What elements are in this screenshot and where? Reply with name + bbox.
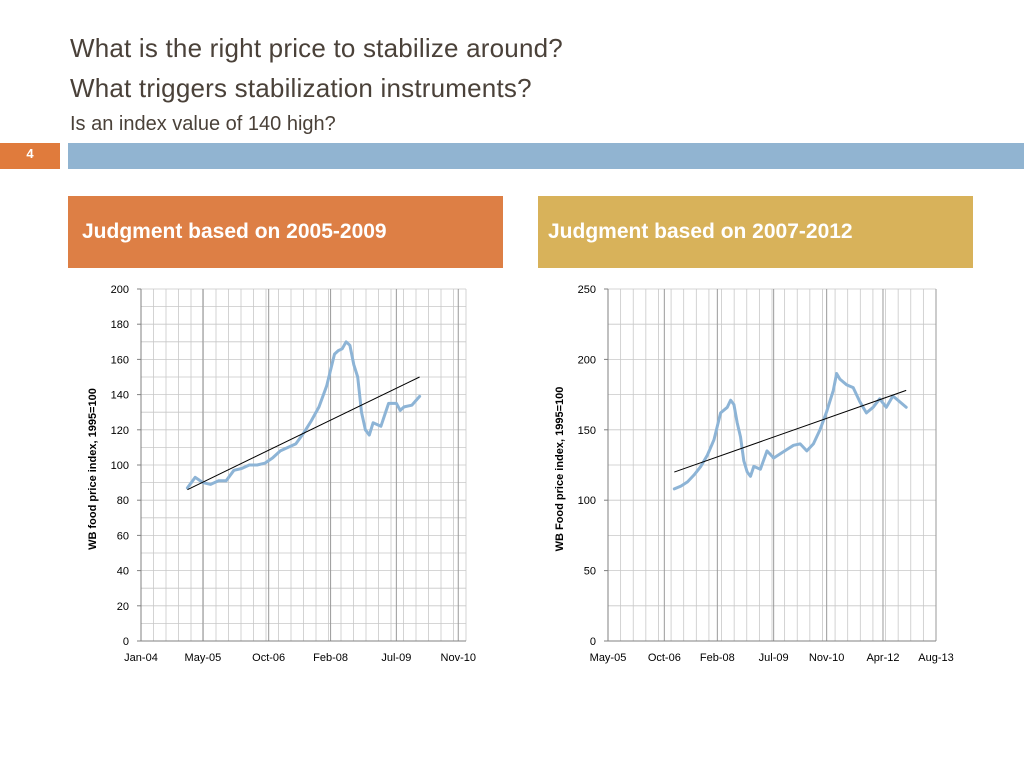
y-tick-label: 200 — [111, 284, 129, 296]
y-tick-label: 180 — [111, 319, 129, 331]
series-line — [185, 340, 422, 490]
trend-line — [187, 376, 420, 491]
y-tick-label: 60 — [117, 530, 129, 542]
panel-header-left: Judgment based on 2005-2009 — [68, 196, 503, 268]
y-tick-label: 250 — [578, 284, 596, 296]
slide-number: 4 — [0, 143, 60, 169]
x-tick-label: Feb-08 — [313, 652, 348, 664]
y-tick-label: 40 — [117, 566, 129, 578]
slide-title: What is the right price to stabilize aro… — [70, 28, 563, 138]
y-tick-label: 120 — [111, 425, 129, 437]
y-tick-label: 140 — [111, 390, 129, 402]
x-tick-label: Jul-09 — [759, 652, 789, 664]
x-tick-label: Nov-10 — [809, 652, 844, 664]
x-tick-label: Oct-06 — [252, 652, 285, 664]
panel-header-right: Judgment based on 2007-2012 — [538, 196, 973, 268]
x-tick-label: Jul-09 — [381, 652, 411, 664]
x-tick-label: May-05 — [185, 652, 222, 664]
trend-line — [674, 389, 907, 473]
x-tick-label: Aug-13 — [918, 652, 953, 664]
y-tick-label: 20 — [117, 601, 129, 613]
y-tick-label: 100 — [111, 460, 129, 472]
x-tick-label: Jan-04 — [124, 652, 158, 664]
title-line-2: What triggers stabilization instruments? — [70, 73, 532, 103]
y-tick-label: 0 — [123, 636, 129, 648]
y-tick-label: 160 — [111, 354, 129, 366]
y-axis-title: WB food price index, 1995=100 — [87, 388, 99, 550]
title-line-1: What is the right price to stabilize aro… — [70, 33, 563, 63]
y-tick-label: 80 — [117, 495, 129, 507]
x-tick-label: Apr-12 — [866, 652, 899, 664]
y-tick-label: 0 — [590, 636, 596, 648]
x-tick-label: May-05 — [590, 652, 627, 664]
x-tick-label: Oct-06 — [648, 652, 681, 664]
x-tick-label: Feb-08 — [700, 652, 735, 664]
y-tick-label: 150 — [578, 425, 596, 437]
x-tick-label: Nov-10 — [441, 652, 476, 664]
y-axis-title: WB Food price index, 1995=100 — [554, 387, 566, 552]
y-tick-label: 100 — [578, 495, 596, 507]
title-line-3: Is an index value of 140 high? — [70, 113, 336, 135]
series-line — [672, 372, 908, 491]
y-tick-label: 200 — [578, 354, 596, 366]
header-bar — [68, 143, 1024, 169]
y-tick-label: 50 — [584, 566, 596, 578]
